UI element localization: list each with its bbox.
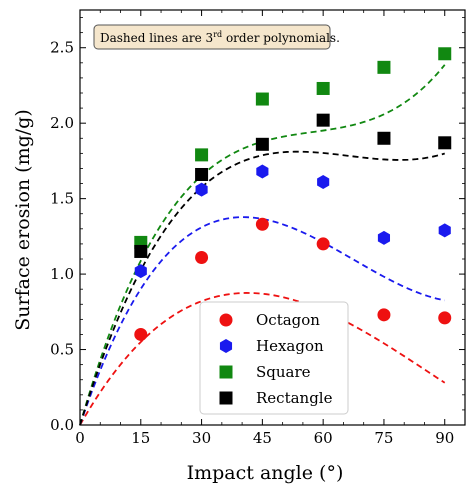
- data-point-octagon: [316, 237, 330, 251]
- x-tick-label: 90: [435, 429, 454, 447]
- annotation-text: Dashed lines are 3rd order polynomials.: [100, 30, 340, 45]
- x-tick-label: 0: [75, 429, 85, 447]
- data-point-square: [255, 92, 269, 106]
- legend-marker-hexagon: [219, 339, 233, 353]
- y-axis-label: Surface erosion (mg/g): [12, 109, 34, 331]
- data-point-square: [377, 60, 391, 74]
- legend-label-square: Square: [256, 363, 311, 381]
- annotation-background: [93, 24, 331, 50]
- x-tick-label: 45: [253, 429, 272, 447]
- data-point-rectangle: [316, 113, 330, 127]
- plot-area: [79, 9, 466, 426]
- y-tick-label: 0.5: [50, 341, 74, 359]
- data-point-square: [438, 47, 452, 61]
- legend-marker-rectangle: [219, 391, 233, 405]
- legend-marker-octagon: [219, 313, 233, 327]
- data-point-rectangle: [195, 167, 209, 181]
- legend-marker-square: [219, 365, 233, 379]
- data-point-hexagon: [195, 182, 208, 197]
- x-axis-label: Impact angle (°): [187, 462, 344, 484]
- x-tick-label: 15: [131, 429, 150, 447]
- data-point-rectangle: [134, 244, 148, 258]
- y-tick-label: 0.0: [50, 416, 74, 434]
- plot-frame: [79, 9, 466, 426]
- data-point-octagon: [134, 327, 148, 341]
- data-points: [134, 47, 452, 341]
- data-point-rectangle: [438, 136, 452, 150]
- y-tick-label: 1.0: [50, 265, 74, 283]
- data-point-octagon: [195, 250, 209, 264]
- fit-line-octagon: [79, 292, 446, 426]
- legend-label-rectangle: Rectangle: [256, 389, 333, 407]
- x-tick-label: 75: [374, 429, 393, 447]
- data-point-hexagon: [377, 230, 391, 245]
- x-tick-label: 60: [314, 429, 333, 447]
- data-point-octagon: [377, 308, 391, 322]
- data-point-rectangle: [377, 131, 391, 145]
- data-point-rectangle: [255, 137, 269, 151]
- legend-label-hexagon: Hexagon: [256, 337, 324, 355]
- legend: Octagon Hexagon Square Rectangle: [199, 301, 349, 415]
- data-point-octagon: [438, 311, 452, 325]
- data-point-hexagon: [134, 264, 147, 279]
- data-point-hexagon: [317, 175, 330, 190]
- legend-label-octagon: Octagon: [256, 311, 320, 329]
- x-axis: 0 15 30 45 60 75 90: [75, 10, 454, 447]
- data-point-square: [316, 81, 330, 95]
- legend-frame: [199, 301, 349, 415]
- data-point-square: [195, 148, 209, 162]
- x-tick-label: 30: [192, 429, 211, 447]
- fit-line-hexagon: [79, 216, 445, 426]
- data-point-hexagon: [256, 164, 269, 179]
- y-tick-label: 1.5: [50, 190, 74, 208]
- annotation-text-post: order polynomials.: [222, 31, 340, 45]
- y-tick-label: 2.0: [50, 114, 74, 132]
- y-tick-label: 2.5: [50, 39, 74, 57]
- y-axis: 0.0 0.5 1.0 1.5 2.0 2.5: [50, 17, 465, 434]
- annotation-text-pre: Dashed lines are 3: [100, 31, 213, 45]
- data-point-octagon: [255, 217, 269, 231]
- annotation-text-sup: rd: [213, 30, 222, 39]
- fit-line-rectangle: [79, 150, 445, 426]
- data-point-hexagon: [438, 223, 451, 238]
- annotation-box: Dashed lines are 3rd order polynomials.: [93, 24, 340, 50]
